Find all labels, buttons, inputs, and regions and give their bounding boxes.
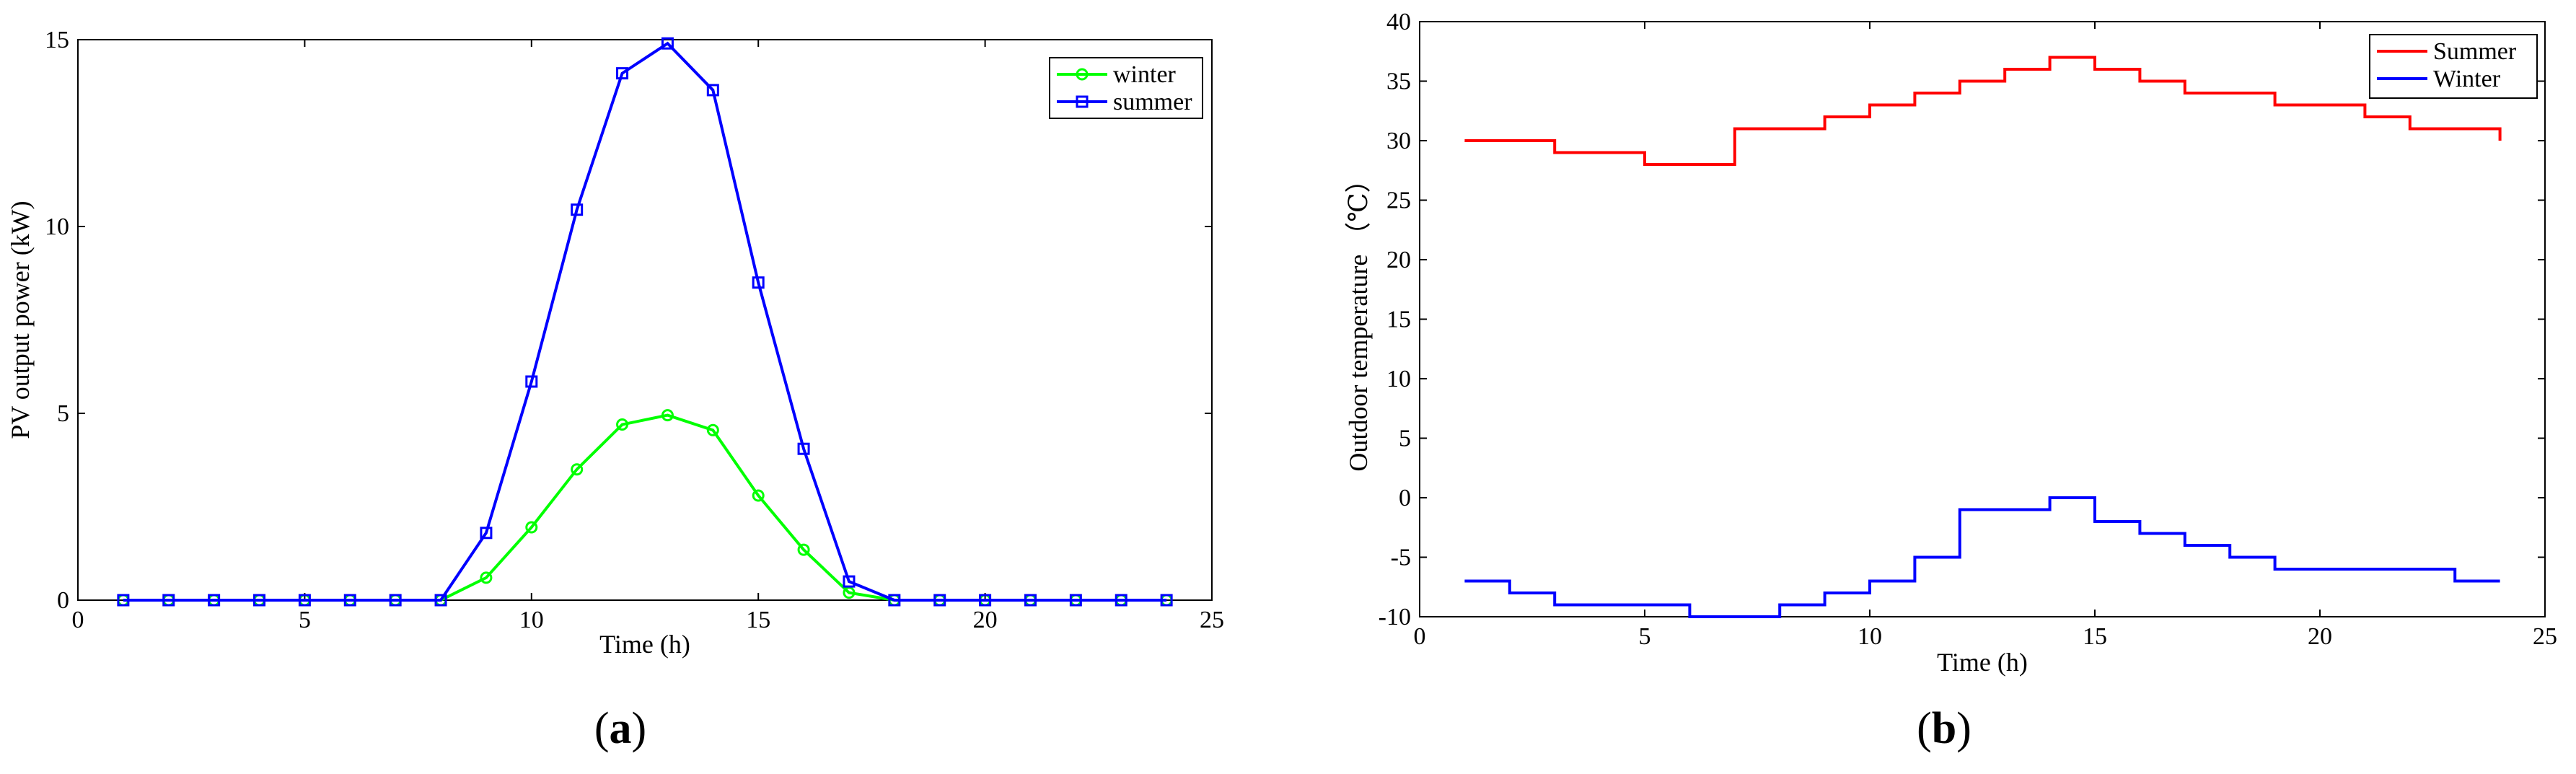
panel-label-b-letter: b bbox=[1932, 704, 1956, 753]
data-point-winter bbox=[843, 586, 856, 599]
y-axis-label-b: Outdoor temperature （℃） bbox=[1344, 167, 1373, 471]
panel-label-b-open-paren: ( bbox=[1917, 704, 1932, 753]
data-point-winter bbox=[797, 543, 810, 556]
panel-label-b: (b) bbox=[1917, 704, 1971, 753]
legend-label-summer: Summer bbox=[2433, 38, 2517, 65]
x-tick-label-b: 15 bbox=[2083, 623, 2107, 650]
panel-label-a-close-paren: ) bbox=[632, 704, 647, 753]
y-tick-label-a: 10 bbox=[45, 214, 69, 240]
x-axis-label-b: Time (h) bbox=[1937, 648, 2028, 677]
x-tick-label-a: 20 bbox=[973, 607, 998, 633]
data-point-summer bbox=[752, 276, 765, 289]
series-line-winter bbox=[1464, 496, 2500, 618]
data-point-summer bbox=[434, 594, 447, 607]
data-point-summer bbox=[389, 594, 402, 607]
y-tick-label-a: 0 bbox=[57, 587, 69, 614]
plot-area-a bbox=[77, 39, 1213, 601]
y-tick-label-b: 40 bbox=[1386, 9, 1411, 35]
data-point-summer bbox=[1115, 594, 1127, 607]
x-tick-label-b: 0 bbox=[1414, 623, 1426, 650]
data-point-summer bbox=[1024, 594, 1037, 607]
x-tick-label-a: 25 bbox=[1200, 607, 1224, 633]
y-tick-label-b: 30 bbox=[1386, 128, 1411, 154]
y-tick-label-b: 15 bbox=[1386, 307, 1411, 333]
data-point-summer bbox=[343, 594, 356, 607]
legend-marker-summer bbox=[1076, 95, 1089, 108]
data-point-winter bbox=[480, 571, 493, 584]
chart-b: 0 5 10 15 20 25 -10 -5 0 5 10 15 20 25 30 35 40 Time (h) O… bbox=[1344, 9, 2557, 677]
plot-area-b bbox=[1419, 21, 2546, 617]
data-point-winter bbox=[752, 489, 765, 502]
x-tick-label-b: 10 bbox=[1858, 623, 1882, 650]
data-point-summer bbox=[706, 84, 719, 97]
data-point-summer bbox=[1160, 594, 1173, 607]
panel-label-a-letter: a bbox=[610, 704, 632, 753]
legend-box-a bbox=[1049, 57, 1203, 119]
x-tick-label-b: 25 bbox=[2533, 623, 2557, 650]
data-point-winter bbox=[706, 423, 719, 436]
x-tick-label-b: 5 bbox=[1639, 623, 1651, 650]
y-axis-label-a: PV output power (kW) bbox=[6, 201, 35, 439]
y-tick-label-b: 0 bbox=[1399, 485, 1411, 511]
data-point-summer bbox=[933, 594, 946, 607]
y-tick-label-b: 20 bbox=[1386, 247, 1411, 273]
x-tick-label-a: 10 bbox=[519, 607, 544, 633]
data-point-summer bbox=[888, 594, 901, 607]
legend-label-summer: summer bbox=[1113, 89, 1192, 115]
panel-label-a: (a) bbox=[594, 704, 646, 753]
data-point-summer bbox=[298, 594, 311, 607]
legend-label-winter: winter bbox=[1113, 61, 1177, 88]
y-tick-label-b: -10 bbox=[1379, 604, 1411, 630]
legend-label-winter: Winter bbox=[2433, 66, 2501, 92]
data-point-summer bbox=[162, 594, 175, 607]
y-tick-label-b: 10 bbox=[1386, 366, 1411, 392]
y-tick-label-b: 5 bbox=[1399, 426, 1411, 452]
data-point-winter bbox=[571, 463, 584, 476]
legend-marker-winter bbox=[1076, 68, 1089, 81]
x-tick-label-b: 20 bbox=[2308, 623, 2332, 650]
data-point-summer bbox=[571, 203, 584, 216]
legend-box-b bbox=[2369, 34, 2538, 99]
panel-label-b-close-paren: ) bbox=[1956, 704, 1971, 753]
data-point-summer bbox=[117, 594, 130, 607]
y-tick-label-a: 5 bbox=[57, 400, 69, 427]
data-point-summer bbox=[797, 442, 810, 455]
data-point-summer bbox=[208, 594, 221, 607]
data-point-winter bbox=[616, 418, 629, 431]
data-point-summer bbox=[253, 594, 266, 607]
data-point-summer bbox=[1069, 594, 1082, 607]
data-point-summer bbox=[525, 375, 538, 388]
series-line-summer bbox=[1464, 56, 2502, 166]
x-tick-label-a: 0 bbox=[72, 607, 84, 633]
panel-label-a-open-paren: ( bbox=[594, 704, 610, 753]
data-point-summer bbox=[661, 37, 674, 50]
data-point-summer bbox=[616, 67, 629, 80]
x-tick-label-a: 15 bbox=[746, 607, 770, 633]
data-point-summer bbox=[979, 594, 992, 607]
y-tick-label-b: -5 bbox=[1391, 545, 1411, 571]
data-point-winter bbox=[525, 521, 538, 534]
x-tick-label-a: 5 bbox=[299, 607, 311, 633]
y-tick-label-a: 15 bbox=[45, 27, 69, 53]
series-line-summer bbox=[123, 41, 1167, 602]
data-point-summer bbox=[480, 527, 493, 540]
y-tick-label-b: 35 bbox=[1386, 69, 1411, 95]
y-tick-label-b: 25 bbox=[1386, 188, 1411, 214]
data-point-winter bbox=[661, 409, 674, 422]
data-point-summer bbox=[843, 575, 856, 588]
x-axis-label-a: Time (h) bbox=[599, 630, 690, 659]
chart-a: 0 5 10 15 20 25 0 5 10 15 Time (h) PV output power … bbox=[6, 27, 1224, 659]
